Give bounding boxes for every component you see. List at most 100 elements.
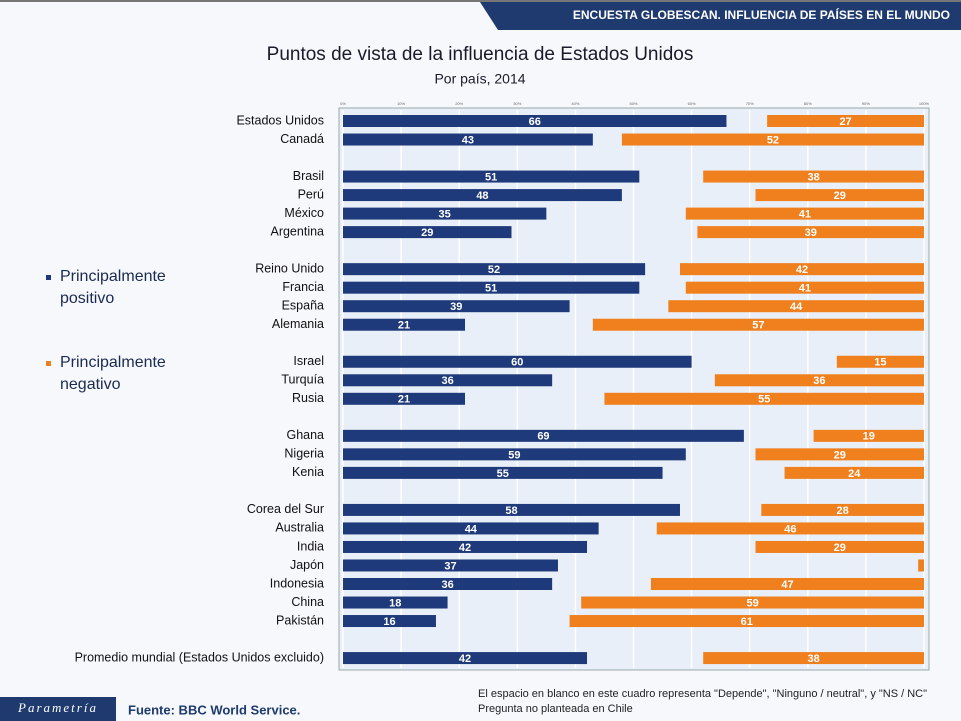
value-label: 55: [758, 394, 770, 406]
x-tick-label: 10%: [397, 101, 405, 106]
value-label: 52: [488, 264, 500, 276]
bar: [343, 355, 692, 368]
bar: [767, 115, 924, 127]
source: Fuente: BBC World Service.: [128, 702, 300, 717]
y-tick-label: Perú: [298, 187, 324, 201]
value-label: 42: [459, 653, 471, 665]
y-tick-label: Japón: [290, 558, 324, 572]
bar: [343, 540, 588, 553]
legend-label: Principalmente positivo: [60, 268, 166, 307]
header: ENCUESTA GLOBESCAN. INFLUENCIA DE PAÍSES…: [573, 7, 950, 22]
value-label: 29: [834, 190, 846, 202]
value-label: 16: [383, 616, 395, 628]
value-label: 29: [834, 542, 846, 554]
y-tick-label: Canadá: [280, 132, 324, 146]
bar: [761, 503, 924, 516]
value-label: 55: [497, 468, 509, 480]
value-label: 51: [485, 171, 497, 183]
bar: [918, 559, 924, 572]
x-tick-label: 50%: [629, 101, 637, 106]
bar: [679, 263, 924, 276]
y-tick-label: Pakistán: [276, 613, 324, 627]
bar: [343, 522, 599, 535]
value-label: 44: [465, 523, 478, 535]
bar: [343, 318, 466, 331]
y-tick-label: China: [291, 595, 324, 609]
value-label: 59: [746, 597, 758, 609]
value-label: 61: [741, 616, 753, 628]
bar: [343, 578, 553, 590]
value-label: 57: [752, 320, 764, 332]
bar: [592, 318, 924, 331]
bar: [343, 207, 547, 220]
value-label: 41: [799, 283, 811, 295]
bar: [569, 615, 924, 628]
bar: [343, 189, 622, 202]
y-tick-label: Brasil: [293, 169, 324, 183]
value-label: 27: [839, 116, 851, 128]
bar: [343, 133, 593, 146]
bar: [668, 300, 924, 313]
y-tick-label: Israel: [293, 354, 324, 368]
bar: [621, 133, 924, 146]
bar: [685, 207, 924, 220]
value-label: 36: [441, 579, 453, 591]
note: Pregunta no planteada en Chile: [478, 703, 633, 715]
value-label: 37: [444, 560, 456, 572]
y-tick-label: Ghana: [286, 428, 324, 442]
value-label: 52: [767, 134, 779, 146]
bar: [343, 503, 680, 516]
y-tick-label: Reino Unido: [255, 261, 324, 275]
y-tick-label: Argentina: [270, 224, 324, 238]
legend-entry: Principalmente negativo: [46, 352, 210, 396]
y-tick-label: Francia: [282, 280, 324, 294]
x-tick-label: 80%: [804, 101, 812, 106]
legend-label: Principalmente negativo: [60, 354, 166, 393]
bar: [813, 429, 924, 442]
y-tick-label: Indonesia: [270, 576, 324, 590]
value-label: 42: [796, 264, 808, 276]
bar: [343, 466, 663, 479]
value-label: 36: [813, 375, 825, 387]
bar: [755, 448, 924, 461]
y-tick-label: Turquía: [281, 373, 324, 387]
value-label: 39: [805, 227, 817, 239]
bar: [703, 652, 924, 665]
bar: [343, 392, 466, 405]
y-tick-label: Australia: [275, 521, 324, 535]
value-label: 46: [784, 523, 796, 535]
logo-box: [0, 697, 116, 721]
bar: [703, 170, 924, 183]
value-label: 24: [848, 468, 861, 480]
x-tick-label: 40%: [571, 101, 579, 106]
value-label: 48: [476, 190, 488, 202]
chart-title: Puntos de vista de la influencia de Esta…: [267, 44, 694, 65]
bar: [697, 226, 924, 239]
x-tick-label: 20%: [455, 101, 463, 106]
value-label: 35: [439, 209, 451, 221]
value-label: 29: [421, 227, 433, 239]
x-tick-label: 0%: [340, 101, 346, 106]
value-label: 66: [529, 116, 541, 128]
bar: [343, 652, 588, 665]
value-label: 59: [508, 449, 520, 461]
y-tick-label: Rusia: [292, 391, 324, 405]
bar: [581, 596, 924, 609]
value-label: 58: [505, 505, 517, 517]
bar: [656, 522, 924, 535]
value-label: 38: [807, 653, 819, 665]
legend-swatch: [46, 361, 51, 366]
bar: [343, 615, 436, 628]
x-tick-label: 90%: [862, 101, 870, 106]
y-tick-label: Estados Unidos: [236, 113, 324, 127]
value-label: 21: [398, 394, 410, 406]
value-label: 42: [459, 542, 471, 554]
bar: [343, 226, 512, 239]
bar: [343, 281, 640, 294]
bar: [604, 392, 924, 405]
bar: [343, 429, 744, 442]
bar: [343, 300, 570, 313]
y-tick-label: España: [282, 298, 324, 312]
value-label: 60: [511, 357, 523, 369]
